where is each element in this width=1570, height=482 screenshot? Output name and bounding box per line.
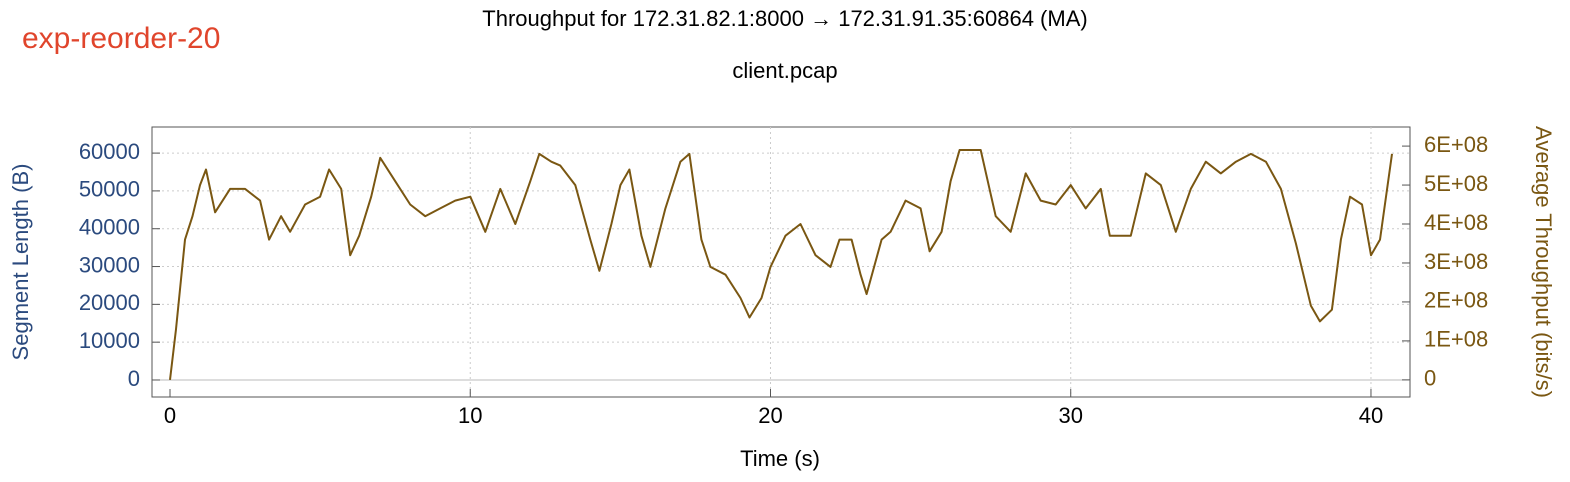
y2-axis-label: Average Throughput (bits/s) <box>1531 126 1556 398</box>
x-axis-label: Time (s) <box>740 446 820 471</box>
x-tick-label: 20 <box>758 403 782 428</box>
y-tick-label: 10000 <box>79 328 140 353</box>
y-tick-label: 50000 <box>79 177 140 202</box>
y2-tick-label: 1E+08 <box>1424 327 1488 352</box>
y2-tick-label: 3E+08 <box>1424 249 1488 274</box>
plot-frame <box>151 126 1411 398</box>
x-tick-label: 40 <box>1359 403 1383 428</box>
throughput-line <box>169 149 1393 381</box>
y2-tick-label: 6E+08 <box>1424 132 1488 157</box>
x-tick-label: 0 <box>164 403 176 428</box>
x-tick-label: 10 <box>458 403 482 428</box>
y-axis-label: Segment Length (B) <box>8 164 33 361</box>
y2-tick-label: 4E+08 <box>1424 210 1488 235</box>
y2-tick-label: 2E+08 <box>1424 288 1488 313</box>
chart-subtitle: client.pcap <box>732 58 837 83</box>
y-tick-label: 60000 <box>79 139 140 164</box>
annotation: exp-reorder-20 <box>22 22 220 55</box>
chart-title: Throughput for 172.31.82.1:8000 → 172.31… <box>482 6 1087 31</box>
y-tick-label: 0 <box>128 366 140 391</box>
y2-tick-label: 0 <box>1424 366 1436 391</box>
y-tick-label: 30000 <box>79 252 140 277</box>
y-tick-label: 40000 <box>79 215 140 240</box>
x-tick-label: 30 <box>1058 403 1082 428</box>
y2-tick-label: 5E+08 <box>1424 171 1488 196</box>
y-tick-label: 20000 <box>79 290 140 315</box>
